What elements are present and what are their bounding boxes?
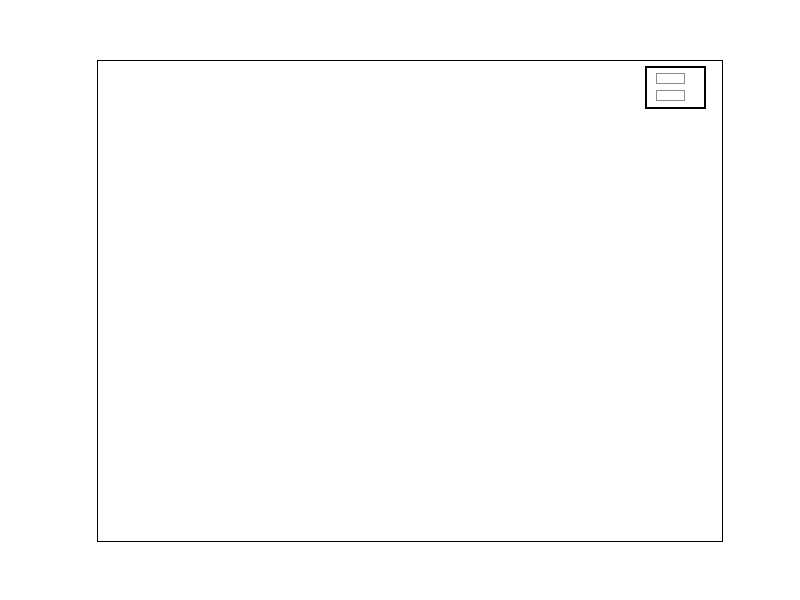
tp-legend-swatch [656, 73, 685, 84]
legend [645, 66, 706, 109]
legend-item-fp [656, 90, 695, 101]
plot-area [97, 60, 723, 542]
legend-item-tp [656, 73, 695, 84]
fp-legend-swatch [656, 90, 685, 101]
